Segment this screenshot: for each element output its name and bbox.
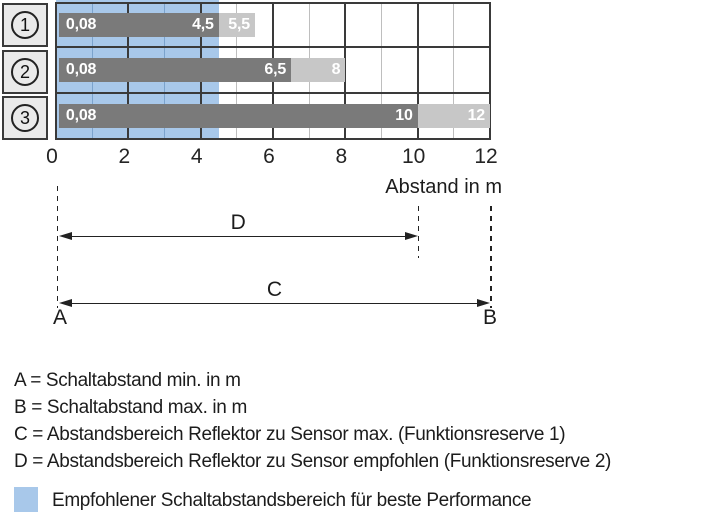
gridline-minor: [453, 2, 455, 140]
axis-tick-label: 4: [190, 145, 203, 168]
witness-line-c: [490, 206, 492, 308]
axis-tick-label: 6: [263, 145, 275, 168]
arrow-shaft: [67, 235, 409, 238]
range-bar-chart: 1 2 3 0,08 4,5 5,5 0,08 6,5 8 0,08 10 12 0 2 4 6 8 10 12 D C…: [2, 0, 498, 329]
endpoint-label-b: B: [482, 306, 498, 329]
bar-max-label: 5,5: [228, 16, 250, 33]
gridline-major: [55, 2, 57, 140]
endpoint-label-a: A: [52, 306, 68, 329]
bar-min-label: 0,08: [65, 61, 97, 78]
bar-dark-segment: 0,08 10: [58, 104, 418, 128]
circled-number-3: 3: [11, 104, 39, 132]
key-line-c: C = Abstandsbereich Reflektor zu Sensor …: [14, 423, 566, 445]
circled-number-2: 2: [11, 58, 39, 86]
circled-number-1: 1: [11, 11, 39, 39]
recommended-band-note: Empfohlener Schaltabstandsbereich für be…: [52, 490, 532, 511]
bar-recommended-max-label: 6,5: [264, 61, 287, 78]
bar-light-segment: 8: [291, 58, 346, 82]
axis-tick-label: 2: [118, 145, 131, 168]
arrowhead-icon: [404, 231, 418, 240]
dimension-label-c: C: [266, 278, 283, 301]
gridline-minor: [381, 2, 382, 140]
arrow-shaft: [67, 302, 481, 305]
arrowhead-icon: [476, 298, 490, 307]
bar-recommended-max-label: 10: [395, 107, 413, 124]
gridline-major: [416, 2, 419, 140]
plot-bottom-border: [55, 138, 491, 140]
dimension-arrow-c: [58, 295, 490, 312]
gridline-major: [489, 2, 491, 140]
dimension-label-d: D: [230, 211, 246, 234]
arrowhead-icon: [58, 298, 72, 307]
arrowhead-icon: [58, 231, 72, 240]
axis-tick-label: 8: [335, 145, 348, 168]
row-separator: [55, 46, 491, 48]
bar-recommended-max-label: 4,5: [192, 16, 214, 33]
bar-dark-segment: 0,08 4,5: [58, 13, 219, 37]
dimension-key: A = Schaltabstand min. in m B = Schaltab…: [14, 368, 611, 475]
bar-light-segment: 5,5: [218, 13, 255, 37]
recommended-band-swatch: [14, 487, 38, 512]
witness-line-d: [417, 206, 420, 258]
bar-dark-segment: 0,08 6,5: [58, 58, 292, 82]
row-label-cell: 2: [2, 50, 48, 94]
gridline-major: [344, 2, 347, 140]
key-line-b: B = Schaltabstand max. in m: [14, 397, 247, 419]
plot-top-border: [55, 2, 491, 4]
key-line-d: D = Abstandsbereich Reflektor zu Sensor …: [14, 450, 612, 472]
x-axis-title: Abstand in m: [385, 176, 502, 198]
row-separator: [55, 92, 491, 94]
bar-max-label: 12: [467, 107, 486, 124]
bar-min-label: 0,08: [65, 16, 97, 33]
axis-tick-label: 0: [46, 145, 58, 168]
bar-min-label: 0,08: [65, 107, 97, 124]
axis-tick-label: 10: [401, 145, 426, 168]
dimension-arrow-d: [58, 228, 418, 245]
bar-light-segment: 12: [417, 104, 490, 128]
axis-tick-label: 12: [474, 145, 498, 168]
key-line-a: A = Schaltabstand min. in m: [14, 370, 241, 392]
row-label-cell: 1: [2, 3, 48, 47]
witness-line-left: [56, 186, 58, 308]
row-label-cell: 3: [2, 96, 48, 140]
bar-max-label: 8: [331, 61, 341, 78]
